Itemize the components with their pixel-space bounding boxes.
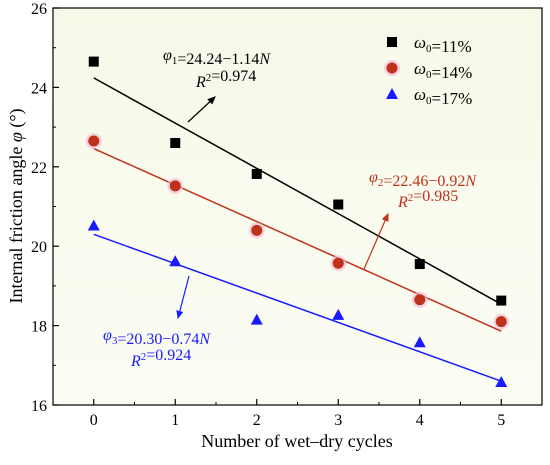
x-tick-label: 1 [171,412,179,429]
data-point-s3 [495,375,508,387]
y-axis-label: Internal friction angle φ (°) [6,108,27,303]
data-point-s3 [169,255,182,267]
x-tick-label: 3 [334,412,342,429]
data-point-s1 [170,137,181,148]
fit-annotation-s2: φ2=22.46−0.92N R2=0.985 [363,169,477,270]
x-tick-label: 4 [416,412,424,429]
legend-label-s2: ω0=14% [414,59,472,82]
x-tick-label: 2 [253,412,261,429]
data-point-s2 [251,224,263,236]
data-point-s1 [251,168,262,179]
fit-lines [93,77,502,382]
data-markers [85,56,510,387]
y-tick-label: 24 [31,80,47,97]
data-point-s1 [414,259,425,270]
y-tick-label: 22 [31,160,47,177]
data-point-s3 [87,219,100,231]
data-point-s1 [333,199,344,210]
data-point-s2 [169,180,181,192]
fit-line-s3 [93,233,502,382]
fit-r2-s2: R2=0.985 [397,188,458,211]
y-tick-label: 20 [31,239,47,256]
fit-r2-s3: R2=0.924 [130,347,191,370]
y-tick-label: 16 [31,398,47,415]
fit-r2-s1: R2=0.974 [195,68,256,91]
y-axis: 16 18 20 22 24 26 [31,1,59,415]
x-axis: 0 1 2 3 4 5 [90,399,505,429]
fit-arrow-s3 [176,275,190,320]
data-point-s1 [88,56,99,67]
data-point-s2 [414,294,426,306]
fit-annotation-s3: φ3=20.30−0.74N R2=0.924 [103,275,211,370]
legend-marker-s2 [386,62,398,74]
legend-label-s3: ω0=17% [414,85,472,108]
legend: ω0=11% ω0=14% ω0=17% [384,33,472,108]
x-axis-label: Number of wet–dry cycles [201,431,392,451]
fit-equation-s3: φ3=20.30−0.74N [103,327,211,348]
legend-marker-s3 [386,88,398,99]
data-point-s3 [250,313,263,325]
x-tick-label: 5 [497,412,505,429]
y-tick-label: 18 [31,319,47,336]
data-point-s3 [413,336,426,348]
fit-line-s2 [93,147,502,332]
fit-arrow-s1 [187,96,216,123]
fit-line-s1 [93,77,502,305]
fit-equation-s2: φ2=22.46−0.92N [369,169,477,190]
fit-annotation-s1: φ1=24.24−1.14N R2=0.974 [163,47,271,123]
data-point-s2 [88,135,100,147]
fit-arrow-s2 [363,212,389,270]
data-point-s3 [332,308,345,320]
data-point-s1 [496,295,507,306]
y-tick-label: 26 [31,1,47,18]
legend-marker-s1 [387,37,397,47]
plot-area [52,7,543,406]
data-point-s2 [495,316,507,328]
data-point-s2 [332,257,344,269]
legend-label-s1: ω0=11% [414,33,472,56]
x-tick-label: 0 [90,412,98,429]
fit-equation-s1: φ1=24.24−1.14N [163,47,271,68]
